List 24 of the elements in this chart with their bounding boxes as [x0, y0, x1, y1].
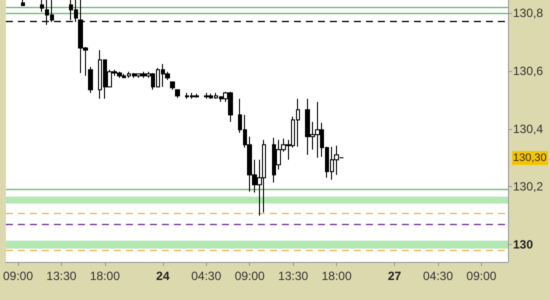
text: 130,30: [512, 150, 548, 165]
y-tick-label: 130,4: [513, 122, 544, 136]
y-tick-label: 130,8: [513, 6, 544, 20]
candlestick: [88, 66, 93, 94]
x-tick-label: 18:00: [90, 269, 120, 283]
x-tick-label: 13:30: [278, 269, 309, 283]
candlestick: [40, 0, 44, 12]
x-tick-label: 04:30: [191, 269, 222, 283]
candlestick: [21, 0, 25, 7]
x-tick-label: 27: [388, 269, 402, 283]
x-tick-label: 18:00: [322, 269, 352, 283]
x-tick-label: 09:00: [2, 269, 34, 283]
candlestick: [170, 81, 175, 90]
y-tick-label: 130,6: [513, 64, 544, 78]
candlestick: [194, 93, 199, 98]
y-tick-label: 130: [513, 238, 534, 252]
candlestick: [175, 89, 180, 98]
x-tick-label: 24: [156, 269, 170, 283]
candlestick: [204, 92, 209, 100]
x-tick-label: 09:00: [466, 269, 497, 283]
x-tick-label: 09:00: [234, 269, 266, 283]
x-tick-label: 04:30: [422, 269, 454, 283]
x-tick-label: 13:30: [46, 269, 77, 283]
y-tick-label: 130,2: [513, 180, 544, 194]
